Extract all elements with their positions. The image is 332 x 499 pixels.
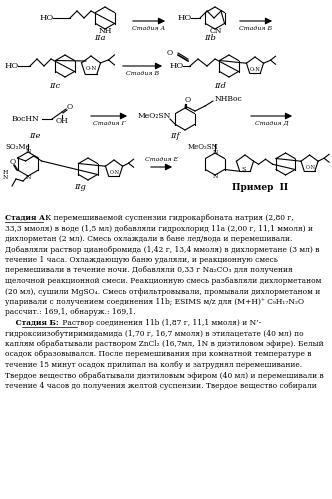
Text: щелочной реакционной смеси. Реакционную смесь разбавляли дихлорметаном: щелочной реакционной смеси. Реакционную … <box>5 277 321 285</box>
Text: IIc: IIc <box>49 82 61 90</box>
Text: NHBoc: NHBoc <box>215 95 243 103</box>
Text: Стадия Б: Стадия Б <box>239 25 273 30</box>
Text: N: N <box>212 174 218 179</box>
Text: N: N <box>25 149 31 154</box>
Text: IIa: IIa <box>94 34 106 42</box>
Text: S: S <box>242 167 246 172</box>
Text: BocHN: BocHN <box>12 115 40 123</box>
Text: Твердое вещество обрабатывали диэтиловым эфиром (40 мл) и перемешивали в: Твердое вещество обрабатывали диэтиловым… <box>5 371 324 380</box>
Text: течение 4 часов до получения желтой суспензии. Твердое вещество собирали: течение 4 часов до получения желтой сусп… <box>5 382 317 390</box>
Text: течение 15 минут осадок прилипал на колбу и затруднял перемешивание.: течение 15 минут осадок прилипал на колб… <box>5 361 302 369</box>
Text: 33,3 ммоля) в воде (1,5 мл) добавляли гидрохлорид 11a (2,00 г, 11,1 ммоля) и: 33,3 ммоля) в воде (1,5 мл) добавляли ги… <box>5 225 313 233</box>
Text: (20 мл), сушили MgSO₄. Смесь отфильтровывали, промывали дихлорметаном и: (20 мл), сушили MgSO₄. Смесь отфильтровы… <box>5 287 320 295</box>
Text: осадок образовывался. После перемешивания при комнатной температуре в: осадок образовывался. После перемешивани… <box>5 350 311 358</box>
Text: рассчит.: 169,1, обнаруж.: 169,1.: рассчит.: 169,1, обнаруж.: 169,1. <box>5 308 136 316</box>
Text: O-N: O-N <box>305 165 315 170</box>
Text: O-N: O-N <box>85 65 97 70</box>
Text: Стадия Б:: Стадия Б: <box>5 319 59 327</box>
Text: O: O <box>167 49 173 57</box>
Text: Стадия В: Стадия В <box>126 70 159 75</box>
Text: IIb: IIb <box>204 34 216 42</box>
Text: IIe: IIe <box>29 132 41 140</box>
Text: К перемешиваемой суспензии гидрокарбоната натрия (2,80 г,: К перемешиваемой суспензии гидрокарбонат… <box>43 214 294 222</box>
Text: Стадия А: Стадия А <box>132 25 166 30</box>
Text: SO₂Me: SO₂Me <box>5 143 30 151</box>
Text: дихлорметан (2 мл). Смесь охлаждали в бане лед/вода и перемешивали.: дихлорметан (2 мл). Смесь охлаждали в ба… <box>5 235 292 243</box>
Text: O: O <box>10 158 16 166</box>
Text: Стадия Г: Стадия Г <box>93 120 125 126</box>
Text: H
N: H N <box>3 170 8 181</box>
Text: каплям обрабатывали раствором ZnCl₂ (16,7мл, 1N в диэтиловом эфире). Белый: каплям обрабатывали раствором ZnCl₂ (16,… <box>5 340 324 348</box>
Text: OH: OH <box>56 117 68 125</box>
Text: N: N <box>25 175 31 180</box>
Text: O: O <box>67 103 73 111</box>
Text: Пример  II: Пример II <box>232 183 288 192</box>
Text: HO: HO <box>5 62 19 70</box>
Text: HO: HO <box>178 14 192 22</box>
Text: упаривали с получением соединения 11b; ESIMS м/z для (M+H)⁺ C₉H₁₇N₂O: упаривали с получением соединения 11b; E… <box>5 298 304 306</box>
Text: O-N: O-N <box>110 170 120 175</box>
Text: O-N: O-N <box>250 66 260 71</box>
Text: Стадия Д: Стадия Д <box>255 120 288 126</box>
Text: NH: NH <box>98 27 112 35</box>
Text: IIg: IIg <box>74 183 86 191</box>
Text: гидроксиизобутиримидамида (1,70 г, 16,7 ммоля) в этилацетате (40 мл) по: гидроксиизобутиримидамида (1,70 г, 16,7 … <box>5 329 304 337</box>
Text: течение 1 часа. Охлаждающую баню удаляли, и реакционную смесь: течение 1 часа. Охлаждающую баню удаляли… <box>5 256 278 264</box>
Text: Стадия А:: Стадия А: <box>5 214 48 222</box>
Text: O: O <box>185 96 191 104</box>
Text: MeO₂SN: MeO₂SN <box>188 143 219 151</box>
Text: N: N <box>212 150 218 155</box>
Text: IIf: IIf <box>170 132 180 140</box>
Text: IId: IId <box>214 82 226 90</box>
Text: Стадия E: Стадия E <box>145 157 179 162</box>
Text: перемешивали в течение ночи. Добавляли 0,33 г Na₂CO₃ для получения: перемешивали в течение ночи. Добавляли 0… <box>5 266 292 274</box>
Text: Раствор соединения 11b (1,87 г, 11,1 ммоля) и N’-: Раствор соединения 11b (1,87 г, 11,1 ммо… <box>60 319 261 327</box>
Text: Добавляли раствор цианобромида (1,42 г, 13,4 ммоля) в дихлорметане (3 мл) в: Добавляли раствор цианобромида (1,42 г, … <box>5 246 319 253</box>
Text: CN: CN <box>210 27 222 35</box>
Text: MeO₂SN: MeO₂SN <box>138 112 171 120</box>
Text: HO: HO <box>170 62 184 70</box>
Text: HO: HO <box>40 14 54 22</box>
